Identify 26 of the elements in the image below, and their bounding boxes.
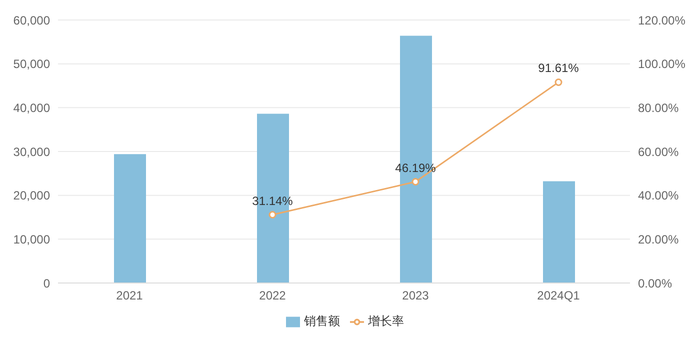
data-label: 91.61%	[538, 61, 580, 76]
x-tick-label: 2021	[116, 288, 144, 303]
y-tick-label: 50,000	[13, 57, 50, 72]
x-tick-label: 2022	[259, 288, 286, 303]
y-tick-label: 0	[43, 276, 50, 290]
x-tick-label: 2023	[402, 288, 430, 303]
point	[268, 211, 276, 218]
y2-tick-label: 60.00%	[638, 144, 680, 159]
y2-tick-label: 120.00%	[638, 13, 686, 28]
y-tick-label: 20,000	[13, 188, 50, 203]
y-tick-label: 10,000	[13, 232, 50, 246]
y-tick-label: 30,000	[13, 144, 50, 159]
point	[412, 178, 420, 186]
y2-tick-label: 0.00%	[638, 276, 672, 290]
y2-tick-label: 80.00%	[638, 100, 680, 115]
point	[554, 78, 562, 86]
legend-label: 销售额	[304, 314, 340, 328]
x-tick-label: 2024Q1	[537, 288, 580, 303]
y2-tick-label: 20.00%	[638, 232, 680, 246]
y2-tick-label: 40.00%	[638, 188, 680, 203]
y-tick-label: 40,000	[13, 100, 50, 115]
legend-label: 增长率	[368, 314, 404, 328]
bar	[114, 154, 146, 283]
y-tick-label: 60,000	[13, 13, 50, 28]
bar	[543, 181, 575, 283]
y2-tick-label: 100.00%	[638, 57, 686, 72]
